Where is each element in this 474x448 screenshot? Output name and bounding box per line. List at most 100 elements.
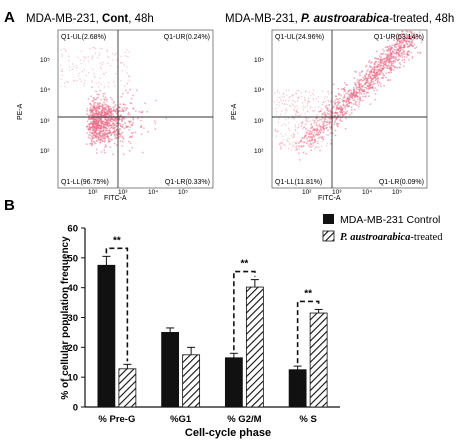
- scatter-point: [319, 149, 321, 152]
- scatter-point: [89, 137, 92, 140]
- scatter-point: [334, 99, 337, 102]
- scatter-point: [299, 140, 302, 143]
- scatter-point: [306, 142, 308, 145]
- scatter-point: [359, 74, 361, 77]
- scatter-point: [323, 129, 325, 131]
- scatter-point: [377, 84, 380, 87]
- scatter-point: [374, 57, 376, 59]
- scatter-point: [83, 56, 85, 58]
- scatter-point: [402, 65, 405, 68]
- scatter-point: [113, 110, 116, 112]
- scatter-point: [276, 111, 278, 113]
- scatter-point: [388, 59, 391, 62]
- scatter-point: [391, 44, 393, 47]
- scatter-point: [344, 89, 347, 92]
- scatter-point: [126, 83, 128, 85]
- scatter-point: [326, 126, 328, 128]
- scatter-point: [396, 67, 399, 69]
- scatter-point: [123, 106, 126, 109]
- scatter-point: [312, 97, 314, 100]
- scatter-point: [334, 95, 337, 97]
- scatter-point: [318, 131, 321, 134]
- scatter-point: [107, 82, 110, 84]
- scatter-point: [111, 98, 113, 101]
- scatter-point: [328, 134, 330, 136]
- scatter-point: [60, 78, 62, 80]
- scatter-point: [89, 108, 92, 111]
- scatter-point: [94, 136, 97, 139]
- scatter-point: [93, 131, 96, 134]
- scatter-point: [311, 110, 313, 112]
- scatter-point: [93, 141, 96, 144]
- scatter-point: [132, 118, 135, 121]
- quadrant-label-ul: Q1-UL(24.96%): [275, 34, 324, 41]
- scatter-point: [397, 55, 400, 58]
- scatter-point: [329, 118, 331, 121]
- scatter-point: [306, 137, 309, 140]
- scatter-point: [321, 90, 324, 92]
- scatter-point: [326, 121, 328, 123]
- scatter-point: [348, 93, 350, 96]
- scatter-point: [278, 96, 280, 99]
- scatter-point: [93, 72, 95, 75]
- scatter-point: [108, 56, 110, 59]
- scatter-point: [314, 106, 316, 109]
- scatter-point: [414, 47, 416, 50]
- scatter-point: [116, 137, 118, 139]
- scatter-point: [388, 36, 391, 39]
- scatter-point: [395, 43, 398, 46]
- scatter-point: [97, 93, 100, 96]
- scatter-point: [383, 84, 385, 87]
- scatter-point: [403, 38, 406, 41]
- scatter-point: [378, 55, 381, 58]
- scatter-point: [304, 98, 306, 101]
- scatter-point: [115, 125, 118, 128]
- scatter-point: [292, 132, 294, 134]
- scatter-point: [103, 110, 105, 113]
- scatter-point: [356, 79, 359, 81]
- scatter-point: [342, 97, 345, 99]
- scatter-point: [109, 110, 112, 113]
- scatter-point: [295, 114, 297, 116]
- scatter-point: [311, 145, 314, 147]
- scatter-point: [401, 41, 404, 44]
- scatter-point: [324, 105, 326, 107]
- scatter-point: [313, 110, 315, 112]
- scatter-point: [98, 105, 101, 108]
- scatter-point: [60, 64, 62, 67]
- scatter-point: [92, 105, 94, 108]
- scatter-point: [377, 57, 380, 60]
- scatter-point: [410, 44, 413, 46]
- scatter-point: [304, 90, 307, 92]
- scatter-point: [68, 66, 71, 68]
- scatter-point: [102, 95, 105, 97]
- scatter-point: [300, 125, 302, 127]
- scatter-point: [393, 48, 395, 51]
- scatter-point: [346, 110, 348, 112]
- scatter-point: [63, 82, 66, 84]
- scatter-point: [385, 64, 388, 67]
- scatter-point: [368, 61, 370, 64]
- scatter-point: [281, 102, 283, 105]
- panel-label-a: A: [4, 9, 15, 26]
- scatter-point: [280, 146, 282, 149]
- scatter-point: [108, 114, 111, 117]
- scatter-point: [309, 95, 312, 97]
- scatter-point: [155, 99, 157, 102]
- scatter-point: [370, 66, 373, 68]
- scatter-point: [99, 117, 102, 120]
- scatter-point: [84, 58, 86, 60]
- scatter-point: [114, 54, 116, 56]
- scatter-point: [121, 125, 124, 128]
- scatter-point: [303, 126, 306, 128]
- scatter-point: [393, 39, 395, 42]
- scatter-point: [330, 143, 332, 145]
- scatter-point: [326, 143, 328, 145]
- scatter-point: [278, 92, 281, 94]
- scatter-point: [411, 32, 414, 35]
- scatter-point: [111, 138, 114, 141]
- scatter-point: [109, 105, 111, 108]
- scatter-point: [77, 56, 79, 59]
- scatter-point: [88, 72, 90, 74]
- scatter-point: [328, 117, 330, 119]
